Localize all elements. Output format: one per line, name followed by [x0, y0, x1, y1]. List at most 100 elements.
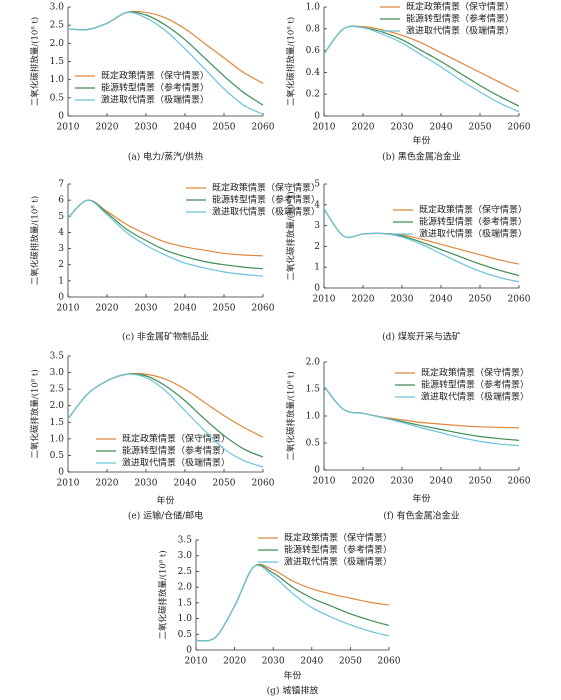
series-line — [323, 25, 520, 113]
y-tick-label: 6 — [58, 196, 64, 206]
y-tick-label: 4 — [314, 200, 320, 210]
y-tick-label: 1.0 — [178, 614, 193, 624]
legend-label: 激进取代情景（极端情景） — [406, 25, 514, 37]
series-line — [323, 208, 520, 283]
legend-label: 激进取代情景（极端情景） — [212, 206, 320, 218]
y-tick-label: 1.0 — [306, 3, 321, 13]
y-tick-label: 0 — [58, 468, 64, 478]
x-axis-label: 年份 — [412, 135, 430, 147]
legend-label: 既定政策情景（保守情景） — [101, 70, 209, 82]
series-line — [195, 564, 390, 642]
x-tick-label: 2010 — [313, 295, 336, 305]
legend-label: 激进取代情景（极端情景） — [419, 228, 527, 240]
y-tick-label: 1.0 — [306, 412, 321, 422]
x-tick-label: 2040 — [174, 304, 197, 314]
series-line — [323, 25, 520, 107]
x-tick-label: 2010 — [57, 123, 80, 133]
legend-label: 既定政策情景（保守情景） — [419, 204, 527, 216]
y-tick-label: 5 — [58, 212, 64, 222]
legend-label: 能源转型情景（参考情景） — [419, 216, 527, 228]
legend-label: 能源转型情景（参考情景） — [101, 82, 209, 94]
x-tick-label: 2060 — [508, 477, 531, 487]
legend-label: 既定政策情景（保守情景） — [122, 433, 230, 445]
y-tick-label: 2 — [314, 242, 320, 252]
legend-label: 激进取代情景（极端情景） — [284, 556, 392, 568]
x-tick-label: 2060 — [378, 657, 401, 667]
x-tick-label: 2010 — [57, 479, 80, 489]
x-tick-label: 2060 — [252, 479, 275, 489]
y-tick-label: 1.0 — [50, 434, 65, 444]
caption: (g) 城镇排放 — [267, 685, 319, 697]
x-tick-label: 2040 — [430, 477, 453, 487]
y-tick-label: 2.0 — [50, 401, 65, 411]
legend-label: 激进取代情景（极端情景） — [421, 391, 529, 403]
y-tick-label: 0 — [58, 112, 64, 122]
legend-label: 既定政策情景（保守情景） — [421, 367, 529, 379]
y-tick-label: 1.5 — [178, 598, 193, 608]
x-tick-label: 2050 — [469, 295, 492, 305]
legend-label: 能源转型情景（参考情景） — [421, 379, 529, 391]
x-tick-label: 2050 — [469, 477, 492, 487]
x-tick-label: 2040 — [430, 123, 453, 133]
x-tick-label: 2030 — [391, 477, 414, 487]
y-tick-label: 1.0 — [50, 75, 65, 85]
x-tick-label: 2030 — [391, 295, 414, 305]
y-tick-label: 3.0 — [178, 551, 193, 561]
y-tick-label: 2.0 — [306, 358, 321, 368]
y-tick-label: 2.5 — [50, 385, 65, 395]
y-tick-label: 3.5 — [178, 536, 193, 546]
legend-label: 既定政策情景（保守情景） — [284, 532, 392, 544]
y-tick-label: 2.5 — [178, 567, 193, 577]
x-tick-label: 2040 — [174, 479, 197, 489]
legend-label: 既定政策情景（保守情景） — [406, 1, 514, 13]
y-tick-label: 0 — [314, 466, 320, 476]
y-tick-label: 4 — [58, 228, 64, 238]
y-tick-label: 0.4 — [306, 68, 321, 78]
series-line — [67, 199, 264, 270]
x-tick-label: 2060 — [508, 295, 531, 305]
y-tick-label: 3 — [58, 244, 64, 254]
x-tick-label: 2020 — [352, 295, 375, 305]
caption: (a) 电力/蒸汽/供热 — [128, 151, 203, 163]
y-axis-label: 二氧化碳排放量/(10⁸ t) — [286, 371, 297, 460]
x-tick-label: 2050 — [469, 123, 492, 133]
x-tick-label: 2050 — [213, 479, 236, 489]
x-tick-label: 2050 — [213, 123, 236, 133]
y-tick-label: 0 — [186, 646, 192, 656]
y-axis-label: 二氧化碳排放量/(10⁸ t) — [286, 17, 297, 106]
caption: (e) 运输/仓储/邮电 — [128, 510, 203, 522]
legend-label: 能源转型情景（参考情景） — [284, 544, 392, 556]
x-tick-label: 2040 — [300, 657, 323, 667]
x-tick-label: 2030 — [135, 123, 158, 133]
x-tick-label: 2020 — [96, 123, 119, 133]
y-axis-label: 二氧化碳排放量/(10⁸ t) — [158, 550, 169, 639]
legend-label: 能源转型情景（参考情景） — [122, 445, 230, 457]
y-tick-label: 2.5 — [50, 21, 65, 31]
y-tick-label: 3 — [314, 221, 320, 231]
x-axis-label: 年份 — [412, 493, 430, 505]
series-line — [67, 372, 264, 438]
x-tick-label: 2030 — [135, 304, 158, 314]
y-tick-label: 2 — [58, 260, 64, 270]
x-axis-label: 年份 — [283, 670, 301, 682]
y-tick-label: 3.0 — [50, 3, 65, 13]
x-tick-label: 2060 — [508, 123, 531, 133]
series-line — [67, 11, 264, 115]
legend-label: 既定政策情景（保守情景） — [212, 182, 320, 194]
y-axis-label: 二氧化碳排放量/(10⁸ t) — [30, 17, 41, 106]
caption: (b) 黑色金属冶金业 — [382, 151, 461, 163]
y-tick-label: 1 — [314, 263, 320, 273]
y-tick-label: 0.2 — [306, 90, 320, 100]
y-tick-label: 0.5 — [50, 451, 65, 461]
y-tick-label: 0 — [58, 293, 64, 303]
y-tick-label: 0.6 — [306, 46, 321, 56]
y-axis-label: 二氧化碳排放量/(10⁸ t) — [286, 191, 297, 280]
y-tick-label: 0.5 — [50, 93, 65, 103]
x-tick-label: 2050 — [339, 657, 362, 667]
x-tick-label: 2010 — [57, 304, 80, 314]
x-tick-label: 2020 — [96, 479, 119, 489]
y-tick-label: 3.5 — [50, 352, 65, 362]
y-tick-label: 2.0 — [178, 583, 193, 593]
